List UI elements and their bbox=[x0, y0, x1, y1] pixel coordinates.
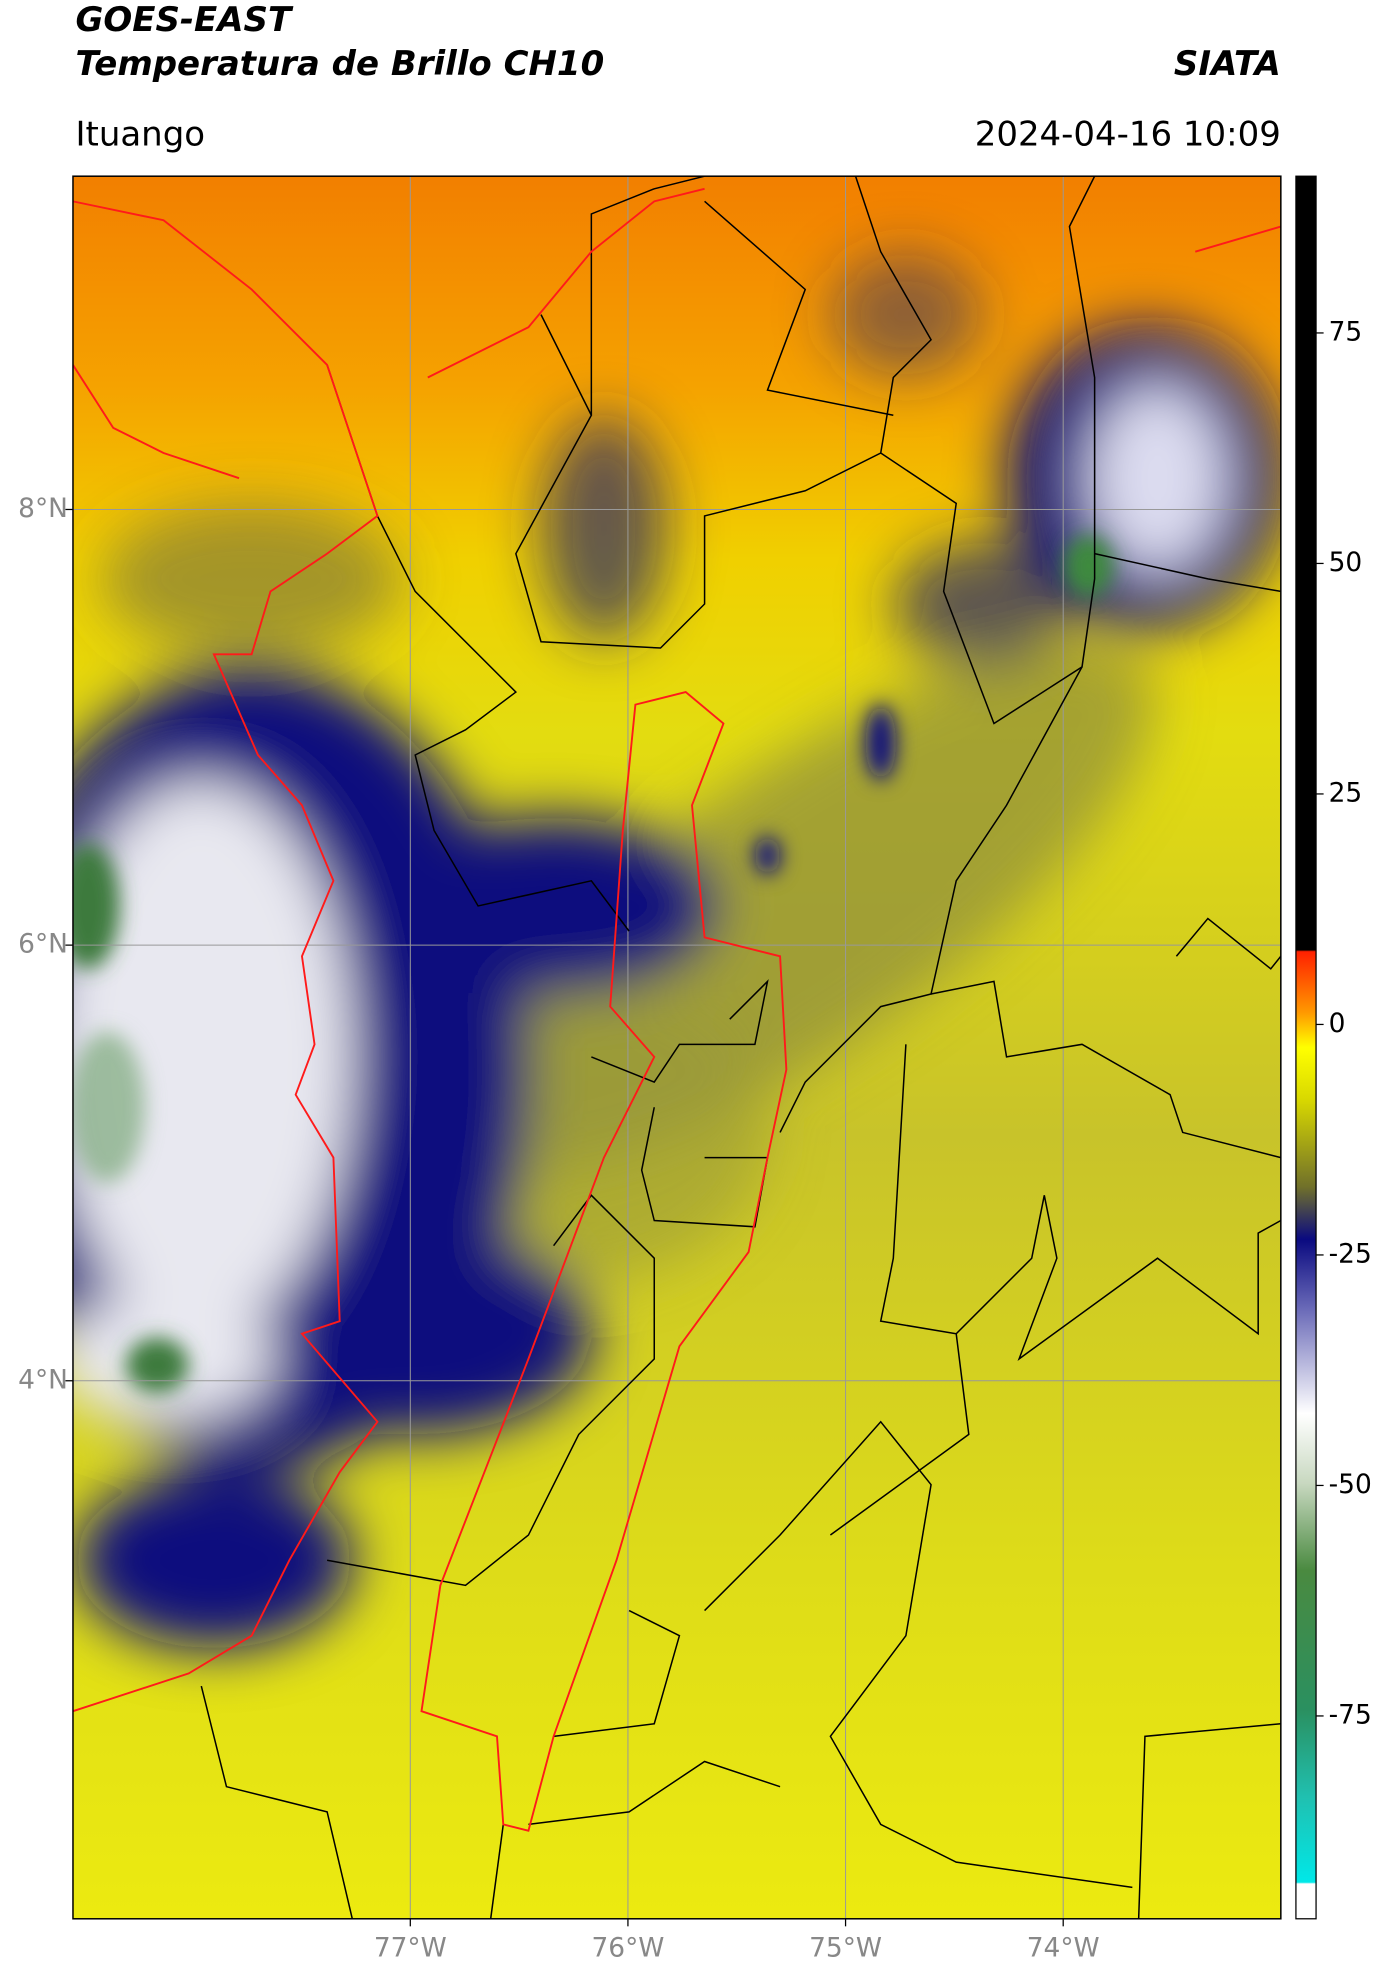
colorbar-tick-label: 25 bbox=[1329, 777, 1363, 808]
lon-tick-label: 74°W bbox=[1027, 1932, 1100, 1963]
map-image bbox=[72, 176, 1281, 1919]
colorbar-tick-label: 0 bbox=[1329, 1008, 1346, 1039]
source: SIATA bbox=[1174, 44, 1281, 84]
colorbar-tick-label: -25 bbox=[1329, 1238, 1372, 1269]
colorbar-tick-label: 50 bbox=[1329, 547, 1363, 578]
timestamp: 2024-04-16 10:09 bbox=[975, 114, 1281, 154]
colorbar-tick-label: 75 bbox=[1329, 316, 1363, 347]
lon-tick-label: 75°W bbox=[809, 1932, 882, 1963]
location: Ituango bbox=[75, 114, 205, 154]
subtitle: Temperatura de Brillo CH10 bbox=[75, 44, 604, 84]
colorbar-tick-label: -75 bbox=[1329, 1699, 1372, 1730]
lat-tick-label: 8°N bbox=[18, 493, 68, 524]
lon-tick-label: 76°W bbox=[591, 1932, 664, 1963]
map-frame bbox=[72, 175, 1282, 1920]
lon-tick-label: 77°W bbox=[374, 1932, 447, 1963]
lat-tick-label: 6°N bbox=[18, 929, 68, 960]
title: GOES-EAST bbox=[75, 0, 293, 40]
colorbar-tick-label: -50 bbox=[1329, 1469, 1372, 1500]
colorbar bbox=[1295, 175, 1317, 1920]
lat-tick-label: 4°N bbox=[18, 1364, 68, 1395]
